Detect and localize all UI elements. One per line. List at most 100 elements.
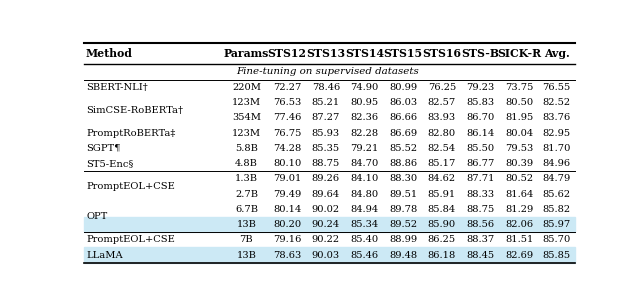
Bar [84, 248, 575, 263]
Text: 85.62: 85.62 [543, 190, 571, 199]
Text: 123M: 123M [232, 129, 261, 138]
Text: 84.62: 84.62 [428, 174, 456, 183]
Text: 80.50: 80.50 [505, 98, 533, 107]
Text: 85.91: 85.91 [428, 190, 456, 199]
Text: 88.56: 88.56 [467, 220, 495, 229]
Text: 80.14: 80.14 [273, 205, 301, 214]
Text: 89.26: 89.26 [312, 174, 340, 183]
Text: OPT: OPT [86, 213, 108, 221]
Text: 88.75: 88.75 [467, 205, 495, 214]
Text: 85.97: 85.97 [543, 220, 571, 229]
Text: ST5-Enc§: ST5-Enc§ [86, 159, 134, 168]
Text: 83.93: 83.93 [428, 113, 456, 122]
Text: 82.52: 82.52 [543, 98, 571, 107]
Text: 80.04: 80.04 [505, 129, 533, 138]
Text: 82.28: 82.28 [351, 129, 378, 138]
Text: 7B: 7B [239, 235, 253, 244]
Text: STS15: STS15 [383, 48, 422, 59]
Text: 88.99: 88.99 [389, 235, 417, 244]
Text: 13B: 13B [237, 251, 257, 260]
Text: STS12: STS12 [268, 48, 307, 59]
Text: 86.66: 86.66 [389, 113, 417, 122]
Text: 86.14: 86.14 [467, 129, 495, 138]
Text: 76.53: 76.53 [273, 98, 301, 107]
Text: 76.55: 76.55 [543, 83, 571, 92]
Text: 88.86: 88.86 [389, 159, 417, 168]
Text: 82.06: 82.06 [505, 220, 533, 229]
Text: 5.8B: 5.8B [235, 144, 258, 153]
Text: 85.84: 85.84 [428, 205, 456, 214]
Text: 90.22: 90.22 [312, 235, 340, 244]
Text: SGPT¶: SGPT¶ [86, 144, 121, 153]
Text: 89.52: 89.52 [389, 220, 417, 229]
Text: 13B: 13B [237, 220, 257, 229]
Text: 220M: 220M [232, 83, 261, 92]
Text: 76.75: 76.75 [273, 129, 301, 138]
Text: 79.23: 79.23 [467, 83, 495, 92]
Text: 4.8B: 4.8B [235, 159, 258, 168]
Text: SimCSE-RoBERTa†: SimCSE-RoBERTa† [86, 106, 184, 115]
Text: 80.99: 80.99 [389, 83, 417, 92]
Text: 80.20: 80.20 [273, 220, 301, 229]
Text: 85.93: 85.93 [312, 129, 340, 138]
Text: 86.70: 86.70 [467, 113, 495, 122]
Text: 82.57: 82.57 [428, 98, 456, 107]
Text: 85.50: 85.50 [467, 144, 495, 153]
Text: 88.37: 88.37 [467, 235, 495, 244]
Text: 85.90: 85.90 [428, 220, 456, 229]
Text: 82.54: 82.54 [428, 144, 456, 153]
Text: 85.40: 85.40 [351, 235, 378, 244]
Text: 79.49: 79.49 [273, 190, 301, 199]
Text: 79.21: 79.21 [350, 144, 379, 153]
Text: 78.63: 78.63 [273, 251, 301, 260]
Text: STS16: STS16 [422, 48, 461, 59]
Text: 85.85: 85.85 [543, 251, 571, 260]
Text: 84.70: 84.70 [350, 159, 379, 168]
Text: 89.48: 89.48 [389, 251, 417, 260]
Text: 72.27: 72.27 [273, 83, 301, 92]
Text: 86.03: 86.03 [389, 98, 417, 107]
Text: 74.28: 74.28 [273, 144, 301, 153]
Text: 80.52: 80.52 [505, 174, 533, 183]
Text: 82.95: 82.95 [543, 129, 571, 138]
Text: 82.69: 82.69 [505, 251, 533, 260]
Text: 84.96: 84.96 [543, 159, 571, 168]
Text: STS-B: STS-B [461, 48, 499, 59]
Text: LLaMA: LLaMA [86, 251, 123, 260]
Text: 123M: 123M [232, 98, 261, 107]
Text: 85.35: 85.35 [312, 144, 340, 153]
Bar [84, 217, 575, 232]
Text: PromptRoBERTa‡: PromptRoBERTa‡ [86, 129, 176, 138]
Text: SBERT-NLI†: SBERT-NLI† [86, 83, 148, 92]
Text: 85.52: 85.52 [389, 144, 417, 153]
Text: PromptEOL+CSE: PromptEOL+CSE [86, 182, 175, 191]
Text: 81.64: 81.64 [505, 190, 533, 199]
Text: 85.82: 85.82 [543, 205, 571, 214]
Text: 81.70: 81.70 [543, 144, 571, 153]
Text: Avg.: Avg. [544, 48, 570, 59]
Text: 85.83: 85.83 [467, 98, 495, 107]
Text: 6.7B: 6.7B [235, 205, 258, 214]
Text: 88.33: 88.33 [467, 190, 495, 199]
Text: 82.80: 82.80 [428, 129, 456, 138]
Text: 80.39: 80.39 [505, 159, 533, 168]
Text: 354M: 354M [232, 113, 261, 122]
Text: 90.24: 90.24 [312, 220, 340, 229]
Text: 81.29: 81.29 [505, 205, 533, 214]
Text: 88.45: 88.45 [467, 251, 495, 260]
Text: 87.71: 87.71 [466, 174, 495, 183]
Text: 86.77: 86.77 [467, 159, 495, 168]
Text: 81.95: 81.95 [505, 113, 533, 122]
Text: 73.75: 73.75 [505, 83, 533, 92]
Text: STS13: STS13 [307, 48, 346, 59]
Text: 85.34: 85.34 [351, 220, 378, 229]
Text: Method: Method [86, 48, 133, 59]
Text: 85.46: 85.46 [351, 251, 378, 260]
Text: 90.03: 90.03 [312, 251, 340, 260]
Text: PromptEOL+CSE: PromptEOL+CSE [86, 235, 175, 244]
Text: 89.64: 89.64 [312, 190, 340, 199]
Text: 84.94: 84.94 [351, 205, 378, 214]
Text: 80.95: 80.95 [351, 98, 378, 107]
Text: 90.02: 90.02 [312, 205, 340, 214]
Text: 86.18: 86.18 [428, 251, 456, 260]
